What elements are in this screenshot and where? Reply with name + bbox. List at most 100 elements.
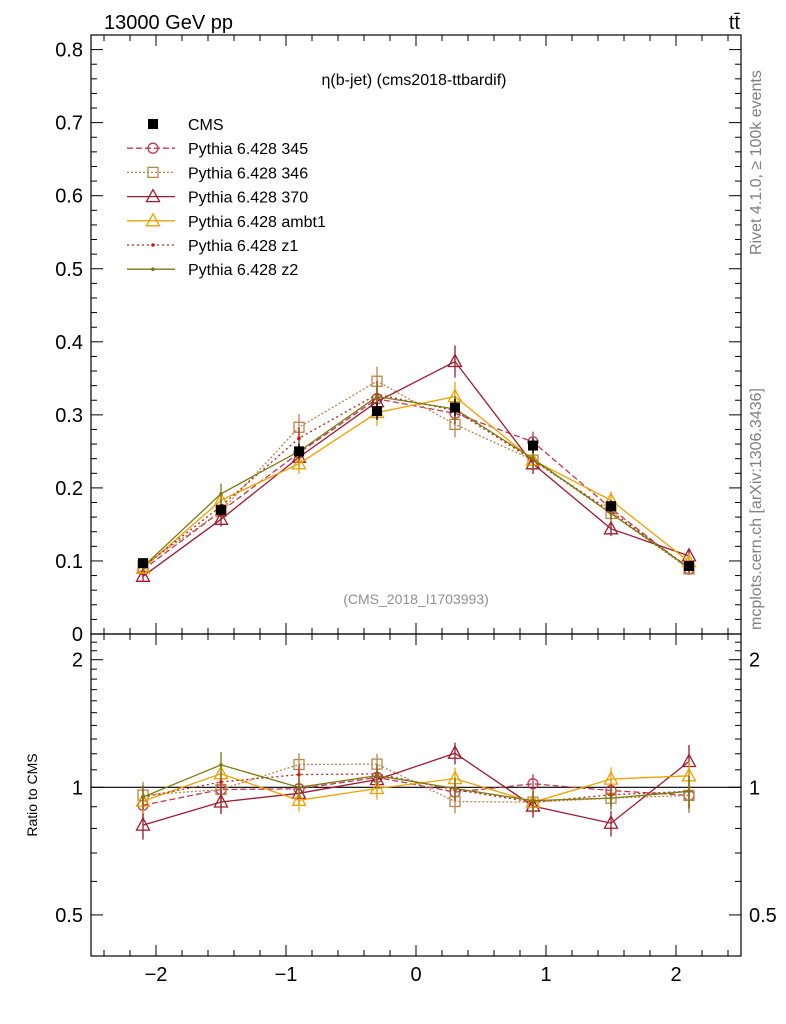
series-0-line: [142, 398, 690, 571]
series-3-ratio-point: [369, 780, 385, 795]
series-4-ratio-point: [219, 780, 223, 784]
y-tick-label: 0.2: [55, 478, 83, 500]
ratio-y-tick-label-right: 2: [749, 650, 760, 672]
series-3-point: [291, 455, 307, 470]
series-2-ratio-point: [447, 744, 463, 759]
y-tick-label: 0.3: [55, 405, 83, 427]
series-2-ratio-line: [142, 752, 690, 826]
series-3: [135, 381, 697, 574]
ratio-panel: −2 −1 0 1 2 0.5 0.5 1 1 2 2: [55, 633, 777, 986]
cms-point: [606, 501, 616, 512]
legend-cms-label: CMS: [188, 117, 224, 134]
ratio-y-tick-label: 1: [72, 777, 83, 799]
legend-label-5: Pythia 6.428 z2: [188, 262, 298, 279]
y-tick-label: 0.5: [55, 259, 83, 281]
cms-point: [294, 446, 304, 457]
legend: CMS Pythia 6.428 345 Pythia 6.428 346 Pythi…: [127, 117, 326, 279]
legend-label-4: Pythia 6.428 z1: [188, 238, 298, 255]
process-label: tt̄: [729, 12, 741, 34]
ratio-ylabel: Ratio to CMS: [24, 753, 40, 836]
analysis-watermark: (CMS_2018_I1703993): [343, 591, 489, 607]
series-2-ratio-point: [135, 816, 151, 831]
series-2: [135, 345, 697, 582]
x-tick-label: 0: [410, 964, 421, 986]
energy-label: 13000 GeV pp: [104, 12, 233, 34]
ratio-y-tick-label: 2: [72, 650, 83, 672]
series-3-ratio-point: [603, 770, 619, 785]
series-4-line: [142, 393, 690, 569]
y-tick-label: 0.6: [55, 186, 83, 208]
legend-marker-1: [147, 166, 159, 179]
cms-point: [684, 561, 694, 572]
legend-marker-4: [151, 243, 155, 247]
series-1-ratio-line: [142, 763, 690, 803]
series-0-ratio-line: [142, 776, 690, 806]
series-5-ratio-point: [375, 773, 379, 778]
series-5-point: [219, 491, 223, 496]
series-1: [137, 366, 695, 575]
y-tick-label: 0.7: [55, 113, 83, 135]
cms-data: [138, 398, 694, 572]
chart-title: η(b-jet) (cms2018-ttbardif): [322, 72, 507, 89]
series-5-line: [142, 395, 690, 569]
legend-marker-3: [145, 212, 161, 227]
cms-point: [450, 402, 460, 413]
series-5-point: [375, 394, 379, 399]
main-panel: 0 0.1 0.2 0.3 0.4 0.5 0.6 0.7 0.8: [55, 34, 742, 646]
series-2-point: [135, 567, 151, 582]
series-4-ratio-point: [297, 772, 301, 777]
x-tick-label: 2: [670, 964, 681, 986]
series-5-ratio-point: [687, 789, 691, 794]
series-2-ratio-point: [603, 814, 619, 829]
series-3-ratio-line: [142, 773, 690, 803]
legend-marker-5: [151, 267, 155, 272]
series-5-ratio-point: [297, 785, 301, 790]
series-2-point: [213, 510, 229, 525]
series-3-line: [142, 395, 690, 569]
series-0: [137, 385, 695, 576]
series-5-point: [531, 456, 535, 461]
series-1-line: [142, 380, 690, 570]
series-5-point: [609, 511, 613, 516]
series-5-ratio-line: [142, 764, 690, 802]
series-0-ratio-point: [527, 778, 539, 790]
series-5: [141, 383, 691, 574]
series-5-ratio-point: [219, 763, 223, 767]
x-tick-label: −2: [145, 964, 168, 986]
y-tick-label: 0.8: [55, 40, 83, 62]
series-5-ratio-point: [453, 786, 457, 791]
series-5-ratio: [141, 751, 691, 812]
cms-point: [372, 406, 382, 417]
series-4-point: [297, 436, 301, 441]
legend-label-0: Pythia 6.428 345: [188, 141, 308, 158]
legend-marker-0: [147, 142, 159, 154]
ratio-y-tick-label: 0.5: [55, 905, 83, 927]
series-4: [141, 381, 691, 574]
x-tick-label: 1: [540, 964, 551, 986]
cms-point: [138, 558, 148, 569]
series-5-ratio-point: [141, 795, 145, 799]
series-2-ratio-point: [213, 793, 229, 808]
series-2-line: [142, 360, 690, 577]
legend-label-1: Pythia 6.428 346: [188, 165, 308, 182]
y-tick-label: 0.1: [55, 551, 83, 573]
legend-label-2: Pythia 6.428 370: [188, 190, 308, 207]
legend-label-3: Pythia 6.428 ambt1: [188, 214, 326, 231]
x-tick-label: −1: [275, 964, 298, 986]
cms-point: [528, 440, 538, 451]
mcplots-label: mcplots.cern.ch [arXiv:1306.3436]: [748, 388, 765, 630]
legend-marker-2: [145, 188, 161, 203]
series-5-ratio-point: [609, 796, 613, 800]
rivet-version-label: Rivet 4.1.0, ≥ 100k events: [748, 70, 765, 255]
series-3-ratio-point: [291, 791, 307, 806]
ratio-y-tick-label-right: 0.5: [749, 905, 777, 927]
ratio-y-tick-label-right: 1: [749, 777, 760, 799]
cms-point: [216, 504, 226, 515]
series-5-ratio-point: [531, 798, 535, 803]
legend-cms-marker: [148, 119, 158, 129]
y-tick-label: 0: [72, 624, 83, 646]
series-2-point: [603, 520, 619, 535]
y-tick-label: 0.4: [55, 332, 83, 354]
series-2-point: [447, 353, 463, 368]
